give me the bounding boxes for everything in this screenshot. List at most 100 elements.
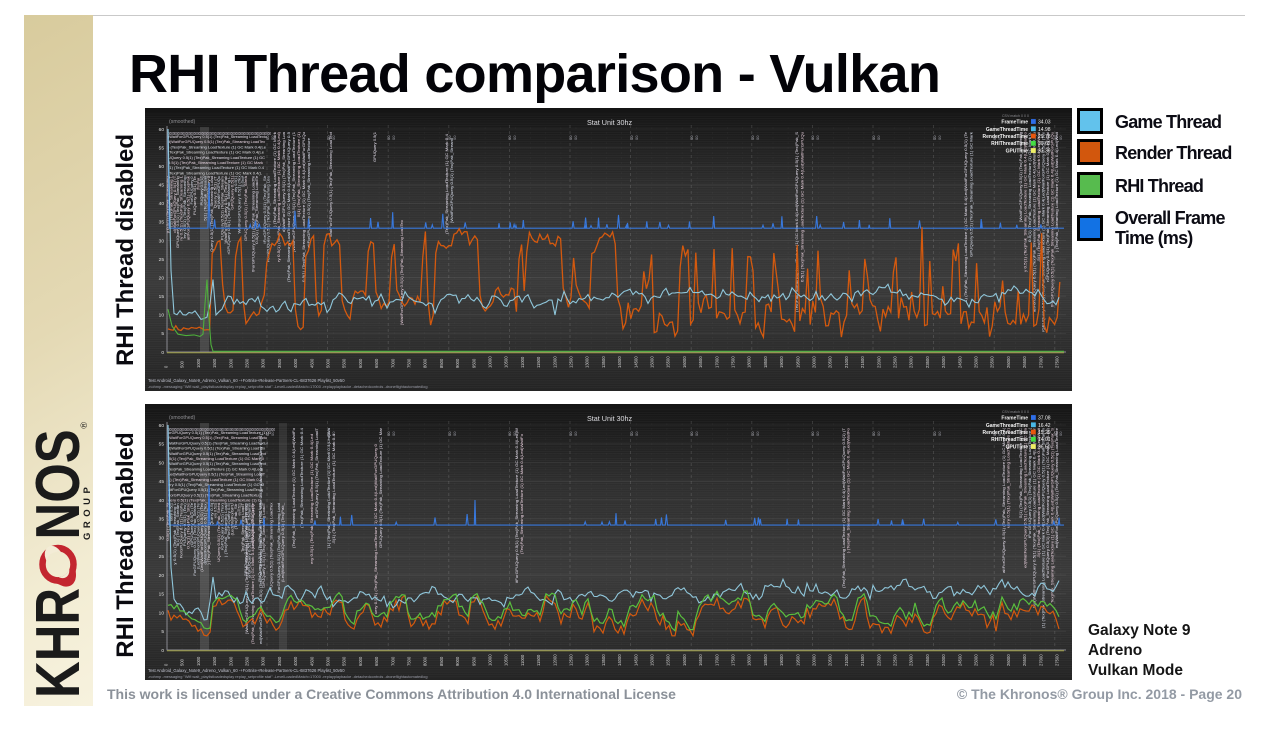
svg-text:ForGPUQuery 0: ForGPUQuery 0 (190, 177, 194, 205)
svg-text:15: 15 (159, 592, 165, 598)
svg-text:60: 60 (159, 423, 165, 429)
svg-text:11500: 11500 (536, 356, 541, 368)
svg-text:00: 00 (694, 135, 699, 140)
svg-text:00: 00 (270, 431, 275, 436)
svg-text:5(1) (Tex)Pak_Streaming LoadTe: 5(1) (Tex)Pak_Streaming LoadTexture (1) … (1019, 428, 1023, 518)
svg-text:(1) (Tex)Pak_Streaming L: (1) (Tex)Pak_Streaming L (169, 176, 173, 227)
svg-text:00: 00 (689, 431, 694, 436)
svg-text:15000: 15000 (650, 654, 655, 666)
svg-text:25500: 25500 (990, 654, 995, 666)
svg-text:27000: 27000 (1038, 654, 1043, 666)
svg-text:aitForGPUQuery 0.5(1) (Tex)Pak: aitForGPUQuery 0.5(1) (Tex)Pak (186, 176, 190, 240)
svg-text:d)WaitForGPUQuery 0.5(1) (Tex): d)WaitForGPUQuery 0.5(1) (Tex)Pak_Stream… (282, 131, 286, 232)
svg-text:y 0.5(1) (Tex)Pak_Streaming L: y 0.5(1) (Tex)Pak_Streaming L (173, 503, 177, 565)
svg-text:5: 5 (161, 331, 164, 337)
svg-text:21500: 21500 (860, 356, 865, 368)
svg-text:00: 00 (265, 431, 270, 436)
svg-text:aitForGPUQuery 0.5(1) (Tex)Pak: aitForGPUQuery 0.5(1) (Tex)Pak_Streaming… (307, 138, 311, 248)
svg-text:17500: 17500 (731, 356, 736, 368)
svg-text:RHIThreadTime: RHIThreadTime (991, 141, 1028, 147)
svg-text:00: 00 (750, 431, 755, 436)
svg-text:(Tex)Pak_Streaming LoadTexture: (Tex)Pak_Streaming LoadTexture (1) GC Ma… (795, 131, 799, 312)
svg-text:Test Android_Galaxy_Note9_Adre: Test Android_Galaxy_Note9_Adreno_Vulkan_… (148, 378, 345, 383)
svg-text:00: 00 (452, 135, 457, 140)
svg-text:ery 0.5(1): ery 0.5(1) (214, 503, 218, 518)
svg-text:22500: 22500 (893, 654, 898, 666)
svg-text:Tex)Pak_Streaming LoadT: Tex)Pak_Streaming LoadT (241, 502, 245, 552)
svg-text:PUQuery 0.5(1) (Tex)Pak_Stream: PUQuery 0.5(1) (Tex)Pak_Streaming Loa (258, 502, 262, 582)
svg-text:00: 00 (1058, 135, 1063, 140)
svg-text:orGPUQuery 0.5(1) (Tex)Pak_Str: orGPUQuery 0.5(1) (Tex)Pak_Streaming Loa… (315, 427, 319, 518)
svg-text:26000: 26000 (1006, 654, 1011, 666)
svg-text:PUQuery 0.5(1) (Te: PUQuery 0.5(1) (Te (193, 176, 197, 215)
svg-text:00: 00 (265, 135, 270, 140)
svg-text:00: 00 (1053, 431, 1058, 436)
svg-text:tForGPUQuery 0.5(1) (Tex)Pak_S: tForGPUQuery 0.5(1) (Tex)Pak_Streaming L… (1051, 132, 1055, 307)
svg-text:Test Android_Galaxy_Note9_Adre: Test Android_Galaxy_Note9_Adreno_Vulkan_… (148, 668, 345, 673)
svg-text:15.29: 15.29 (1038, 430, 1051, 436)
svg-text:17000: 17000 (714, 654, 719, 666)
svg-text:5500: 5500 (342, 358, 347, 368)
svg-text:4000: 4000 (293, 358, 298, 368)
svg-text:25: 25 (159, 554, 165, 560)
svg-text:00: 00 (694, 431, 699, 436)
svg-text:00: 00 (391, 135, 396, 140)
svg-text:35: 35 (159, 220, 165, 226)
svg-text:9500: 9500 (471, 656, 476, 666)
svg-text:00: 00 (1058, 431, 1063, 436)
svg-text:10500: 10500 (504, 356, 509, 368)
svg-text:24000: 24000 (941, 654, 946, 666)
svg-text:)WaitForGPUQuery 0.5(1) (Tex)P: )WaitForGPUQuery 0.5(1) (Tex)Pak_Streami… (168, 452, 266, 456)
svg-text:orGPUQuery 0.5(1) (Tex)Pak_Str: orGPUQuery 0.5(1) (Tex)Pak_Streamin (248, 503, 252, 578)
svg-text:uery 0.5(1) (Tex)Pak_Streaming: uery 0.5(1) (Tex)Pak_Streaming LoadTextu… (374, 444, 378, 614)
svg-text:3000: 3000 (261, 358, 266, 368)
svg-text:00: 00 (634, 135, 639, 140)
svg-text:00: 00 (810, 135, 815, 140)
svg-text:00: 00 (573, 135, 578, 140)
svg-text:00: 00 (452, 431, 457, 436)
svg-text:18500: 18500 (763, 654, 768, 666)
svg-text:ForGPUQuery 0.5(1) (Tex)Pak_St: ForGPUQuery 0.5(1) (Tex)Pak_Streaming Lo… (168, 493, 262, 497)
svg-text:GPUTime: GPUTime (1006, 445, 1029, 451)
svg-text:(smoothed): (smoothed) (169, 119, 196, 125)
svg-text:33.39: 33.39 (1038, 149, 1051, 155)
svg-text:3500: 3500 (277, 656, 282, 666)
svg-text:ForGPUQuery 0.5(1) (Tex)Pak_St: ForGPUQuery 0.5(1) (Tex)Pak_Stream (193, 503, 197, 576)
svg-text:9000: 9000 (455, 656, 460, 666)
svg-text:16500: 16500 (698, 654, 703, 666)
svg-text:34.03: 34.03 (1038, 120, 1051, 126)
svg-text:0.5(1) (Tex)Pak_Streaming Load: 0.5(1) (Tex)Pak_Streaming LoadTexture (1… (168, 161, 263, 165)
svg-text:uery 0.5(1: uery 0.5(1 (169, 503, 173, 521)
svg-text:20000: 20000 (812, 654, 817, 666)
svg-text:00: 00 (997, 431, 1002, 436)
svg-text:23000: 23000 (909, 356, 914, 368)
svg-text:.5(1) (Tex)Pak_Streaming LoadT: .5(1) (Tex)Pak_Streaming LoadTexture (1)… (1037, 132, 1041, 262)
svg-text:0: 0 (164, 663, 169, 666)
svg-text:8000: 8000 (423, 656, 428, 666)
svg-text:)WaitForGPUQuery 0.5(1) (Tex)P: )WaitForGPUQuery 0.5(1) (Tex)Pak_Streami… (168, 436, 267, 440)
svg-text:1000: 1000 (196, 656, 201, 666)
svg-text:6500: 6500 (374, 656, 379, 666)
svg-text:00: 00 (568, 135, 573, 140)
svg-text:GPUQuery 0.5(1) (Tex)Pak_Strea: GPUQuery 0.5(1) (Tex)Pak_Streaming LoadT… (970, 132, 974, 257)
svg-text:00: 00 (815, 431, 820, 436)
svg-text:5500: 5500 (342, 656, 347, 666)
svg-text:5: 5 (161, 629, 164, 635)
svg-text:8000: 8000 (423, 358, 428, 368)
svg-text:1) (Tex)Pak_Streaming LoadText: 1) (Tex)Pak_Streaming LoadTexture (1) GC… (964, 132, 968, 302)
svg-text:GPUTime: GPUTime (1006, 149, 1029, 155)
svg-text:10: 10 (159, 313, 165, 319)
svg-text:00: 00 (992, 135, 997, 140)
svg-text:2000: 2000 (228, 656, 233, 666)
svg-text:d)WaitForGPUQuery 0.5(1) (T: d)WaitForGPUQuery 0.5(1) (T (173, 175, 177, 233)
svg-text:14000: 14000 (617, 356, 622, 368)
svg-text:20500: 20500 (828, 654, 833, 666)
svg-text:8500: 8500 (439, 358, 444, 368)
svg-text:26500: 26500 (1022, 356, 1027, 368)
svg-text:tForGPUQuery 0.5(1) (Tex)Pak_S: tForGPUQuery 0.5(1) (Tex)Pak_Streaming L… (251, 176, 255, 272)
svg-text:00: 00 (871, 431, 876, 436)
svg-text:00: 00 (568, 431, 573, 436)
svg-text:y 0.5(1) (Tex)Pak_Streaming Lo: y 0.5(1) (Tex)Pak_Streaming LoadTexture … (1024, 132, 1028, 272)
svg-text:00: 00 (512, 135, 517, 140)
svg-text:500: 500 (180, 658, 185, 666)
